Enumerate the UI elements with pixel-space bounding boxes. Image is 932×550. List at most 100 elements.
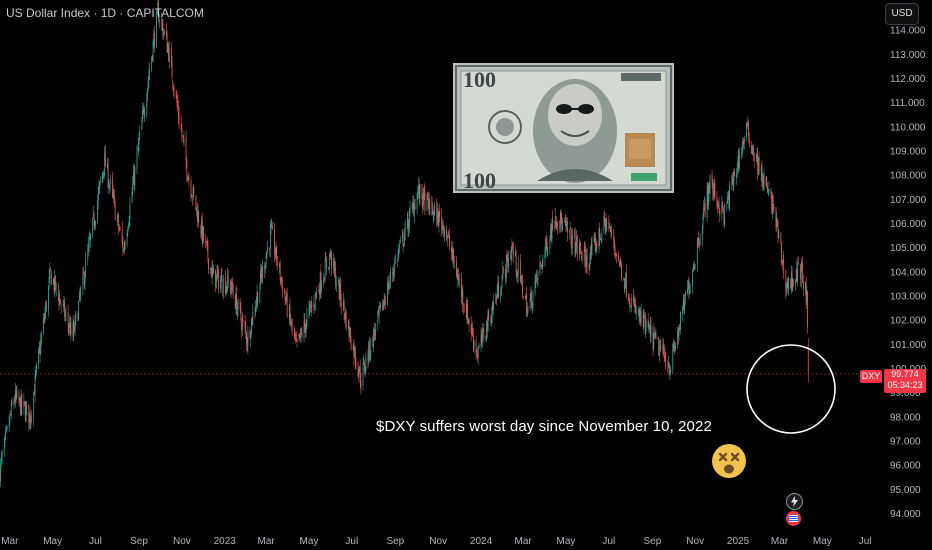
candle <box>728 191 730 210</box>
candle <box>237 298 239 318</box>
x-tick-label: May <box>300 536 319 547</box>
candle <box>456 256 457 278</box>
candle <box>643 309 645 334</box>
candle <box>304 313 306 333</box>
candle <box>542 254 544 270</box>
candle <box>404 227 405 247</box>
candle <box>329 250 331 259</box>
candle <box>52 278 54 285</box>
candle <box>132 176 134 196</box>
candle <box>748 131 750 148</box>
candle <box>291 319 293 336</box>
candle <box>305 323 306 339</box>
candle <box>472 321 474 337</box>
candle <box>328 266 330 271</box>
candle <box>5 426 7 440</box>
candle <box>493 294 495 315</box>
candle <box>88 236 89 257</box>
candle <box>286 290 287 303</box>
candle <box>18 389 20 405</box>
candle <box>718 196 720 214</box>
candle <box>93 211 95 231</box>
candle <box>196 207 198 217</box>
candle <box>551 218 553 245</box>
candle <box>544 246 546 267</box>
candle <box>276 245 278 267</box>
candle <box>289 297 291 326</box>
candle <box>171 56 173 79</box>
candle <box>480 327 482 353</box>
candle <box>318 284 320 293</box>
us-flag-icon[interactable] <box>786 511 801 526</box>
candle <box>30 415 32 430</box>
candle <box>546 236 548 257</box>
candle <box>104 144 106 167</box>
candle <box>217 266 219 294</box>
candle <box>788 276 790 296</box>
candle <box>624 278 626 295</box>
candle <box>167 42 169 54</box>
candle <box>300 326 302 335</box>
candle <box>64 297 66 322</box>
candle <box>576 230 577 253</box>
candle <box>515 249 517 278</box>
candle <box>324 251 326 281</box>
candle <box>650 317 652 343</box>
candle <box>623 277 624 281</box>
candle <box>83 271 85 290</box>
candle <box>561 213 563 233</box>
candle <box>583 242 585 267</box>
candle <box>274 248 276 260</box>
candle <box>111 171 113 199</box>
candle <box>634 297 636 313</box>
candle <box>173 84 174 97</box>
candle <box>407 210 409 237</box>
candle <box>388 282 390 291</box>
candle <box>713 179 715 201</box>
candle <box>123 246 124 253</box>
candle <box>403 242 405 248</box>
candle <box>505 254 507 283</box>
candle <box>565 214 567 233</box>
candle <box>795 278 797 291</box>
candle <box>516 270 518 282</box>
candle <box>192 195 193 206</box>
candle <box>496 295 497 306</box>
candle <box>108 179 110 189</box>
candle <box>367 349 369 369</box>
candle <box>615 252 617 258</box>
candle <box>235 287 237 315</box>
candle <box>306 307 308 329</box>
candle <box>575 241 577 257</box>
candle <box>340 293 342 315</box>
candle <box>385 295 386 310</box>
currency-button[interactable]: USD <box>885 3 919 25</box>
candle <box>630 293 632 312</box>
candle <box>259 282 261 303</box>
dollar-bill-image: 100 100 <box>453 63 674 193</box>
candle <box>569 229 570 240</box>
lightning-icon[interactable] <box>786 493 803 510</box>
candle <box>519 254 521 283</box>
candle <box>62 299 64 312</box>
candle <box>680 311 681 335</box>
candle <box>147 87 148 102</box>
candle <box>491 301 493 323</box>
candle <box>256 284 258 309</box>
candle <box>492 300 494 311</box>
candle <box>773 203 775 215</box>
candle <box>702 212 704 234</box>
candle <box>180 115 182 132</box>
candle <box>170 42 172 68</box>
candle <box>201 215 202 241</box>
candle <box>721 195 723 220</box>
candle <box>296 338 298 348</box>
candle <box>338 277 339 286</box>
candle <box>603 211 605 235</box>
candle <box>638 308 640 322</box>
candle <box>149 61 150 81</box>
candle <box>699 238 700 251</box>
candle <box>541 260 543 274</box>
candle <box>426 193 428 212</box>
